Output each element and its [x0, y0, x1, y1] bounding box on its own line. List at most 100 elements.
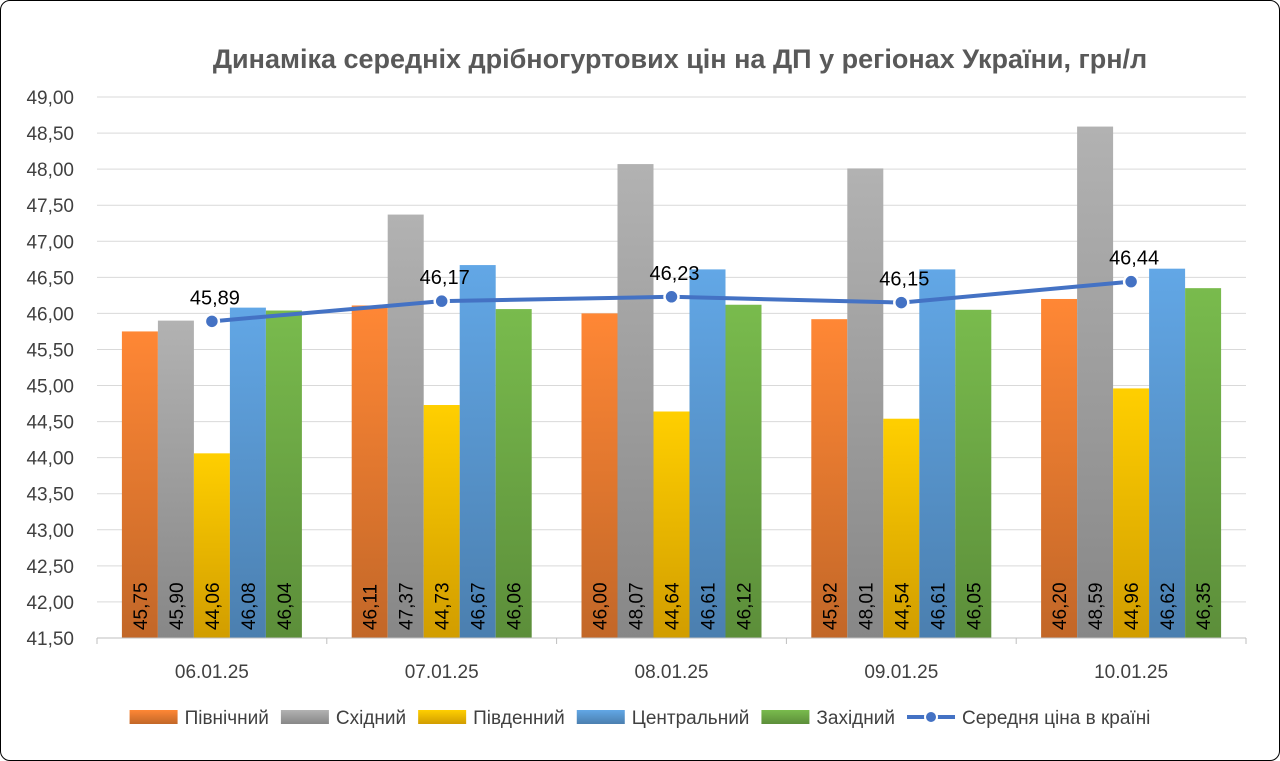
bar-Південний	[423, 405, 460, 638]
bar-Центральний	[1149, 268, 1186, 638]
average-price-point	[893, 294, 910, 311]
bar-Північний	[811, 319, 848, 638]
y-tick-label: 42,50	[26, 557, 74, 578]
x-tick-label: 07.01.25	[405, 662, 479, 683]
bar-Західний	[725, 304, 762, 638]
bar-value-label: 46,06	[505, 582, 526, 630]
y-axis: 41,50 42,00 42,50 43,00 43,50 44,00 44,50 45,00…	[26, 88, 74, 650]
bar-Південний	[193, 453, 230, 638]
bar-value-label: 48,07	[627, 582, 648, 630]
bar-value-label: 46,05	[964, 582, 985, 630]
y-tick-label: 41,50	[26, 629, 74, 650]
bar-Південний	[653, 411, 690, 638]
y-tick-label: 48,50	[26, 124, 74, 145]
bar-value-label: 46,67	[469, 582, 490, 630]
legend-label: Східний	[336, 708, 406, 729]
y-tick-label: 43,00	[26, 521, 74, 542]
bar-Східний	[1077, 126, 1114, 638]
legend-swatch	[280, 710, 329, 724]
average-price-point	[433, 292, 450, 310]
y-tick-label: 43,50	[26, 485, 74, 506]
average-price-point	[663, 288, 680, 306]
bar-value-label: 44,54	[892, 582, 913, 630]
bar-value-label: 46,62	[1158, 582, 1179, 630]
y-tick-label: 47,50	[26, 196, 74, 217]
average-price-point	[1122, 273, 1140, 290]
chart-title: Динаміка середніх дрібногуртових цін на …	[213, 44, 1147, 74]
bar-Північний	[581, 313, 618, 638]
bar-value-label: 44,64	[663, 582, 684, 630]
legend-line-marker	[924, 710, 939, 724]
bar-value-label: 45,90	[167, 582, 188, 630]
y-tick-label: 42,00	[26, 593, 74, 614]
legend-swatch	[576, 710, 625, 724]
bar-value-label: 48,59	[1086, 582, 1107, 630]
legend: Північний Східний Південний Центральний Захі…	[129, 708, 1150, 729]
y-tick-label: 46,50	[26, 268, 74, 289]
average-price-label: 45,89	[190, 287, 240, 309]
bar-value-label: 46,35	[1194, 582, 1215, 630]
bar-Східний	[617, 164, 654, 639]
bar-Центральний	[919, 269, 956, 638]
bar-value-label: 46,11	[361, 584, 382, 630]
x-tick-label: 08.01.25	[635, 662, 709, 683]
y-tick-label: 46,00	[26, 304, 74, 325]
average-price-label: 46,15	[879, 269, 929, 291]
bar-value-label: 46,20	[1050, 582, 1071, 630]
bar-Західний	[265, 310, 302, 638]
legend-swatch	[418, 710, 467, 724]
bar-Східний	[847, 168, 884, 639]
legend-label: Північний	[185, 708, 269, 729]
bar-Північний	[121, 331, 158, 638]
bar-value-label: 44,06	[203, 582, 224, 630]
y-tick-label: 44,00	[26, 449, 74, 470]
bar-Західний	[495, 309, 532, 638]
bar-Центральний	[459, 265, 496, 638]
bar-Центральний	[229, 307, 266, 638]
bar-Західний	[955, 309, 992, 638]
bar-value-label: 44,73	[433, 582, 454, 630]
bars: 45,75 45,90 44,06 46,08 46,04 46,11 47,37 44,73…	[121, 126, 1222, 639]
y-tick-label: 49,00	[26, 88, 74, 109]
bar-Південний	[883, 418, 920, 638]
legend-label: Південний	[473, 708, 565, 729]
bar-Західний	[1185, 288, 1222, 638]
bar-value-label: 46,61	[928, 582, 949, 630]
bar-value-label: 46,08	[239, 582, 260, 630]
x-tick-label: 06.01.25	[175, 662, 249, 683]
x-tick-label: 10.01.25	[1094, 662, 1168, 683]
y-tick-label: 44,50	[26, 413, 74, 434]
bar-Східний	[387, 214, 424, 638]
bar-value-label: 45,92	[820, 582, 841, 630]
bar-Північний	[351, 305, 388, 638]
bar-value-label: 45,75	[131, 582, 152, 630]
bar-Східний	[157, 320, 194, 638]
average-price-label: 46,44	[1109, 248, 1159, 270]
bar-Центральний	[689, 269, 726, 638]
y-tick-label: 47,00	[26, 232, 74, 253]
legend-swatch	[761, 710, 810, 724]
y-tick-label: 45,50	[26, 340, 74, 361]
average-price-label: 46,23	[649, 263, 699, 285]
bar-value-label: 47,37	[397, 582, 418, 630]
average-price-point	[203, 313, 221, 330]
legend-swatch	[129, 710, 178, 724]
bar-Південний	[1113, 388, 1150, 638]
average-line: 45,89 46,17 46,23 46,15 46,44	[190, 248, 1159, 330]
legend-label: Західний	[816, 708, 895, 729]
x-axis: 06.01.25 07.01.25 08.01.25 09.01.25 10.01.25	[96, 637, 1247, 683]
bar-value-label: 46,00	[591, 582, 612, 630]
bar-value-label: 48,01	[856, 582, 877, 630]
bar-value-label: 46,12	[735, 582, 756, 630]
bar-Північний	[1041, 298, 1078, 638]
bar-value-label: 46,04	[275, 582, 296, 630]
legend-label: Середня ціна в країні	[962, 708, 1150, 729]
x-tick-label: 09.01.25	[864, 662, 938, 683]
y-tick-label: 45,00	[26, 377, 74, 398]
y-tick-label: 48,00	[26, 160, 74, 181]
average-price-label: 46,17	[420, 267, 470, 289]
bar-value-label: 44,96	[1122, 582, 1143, 630]
legend-label: Центральний	[632, 708, 750, 729]
